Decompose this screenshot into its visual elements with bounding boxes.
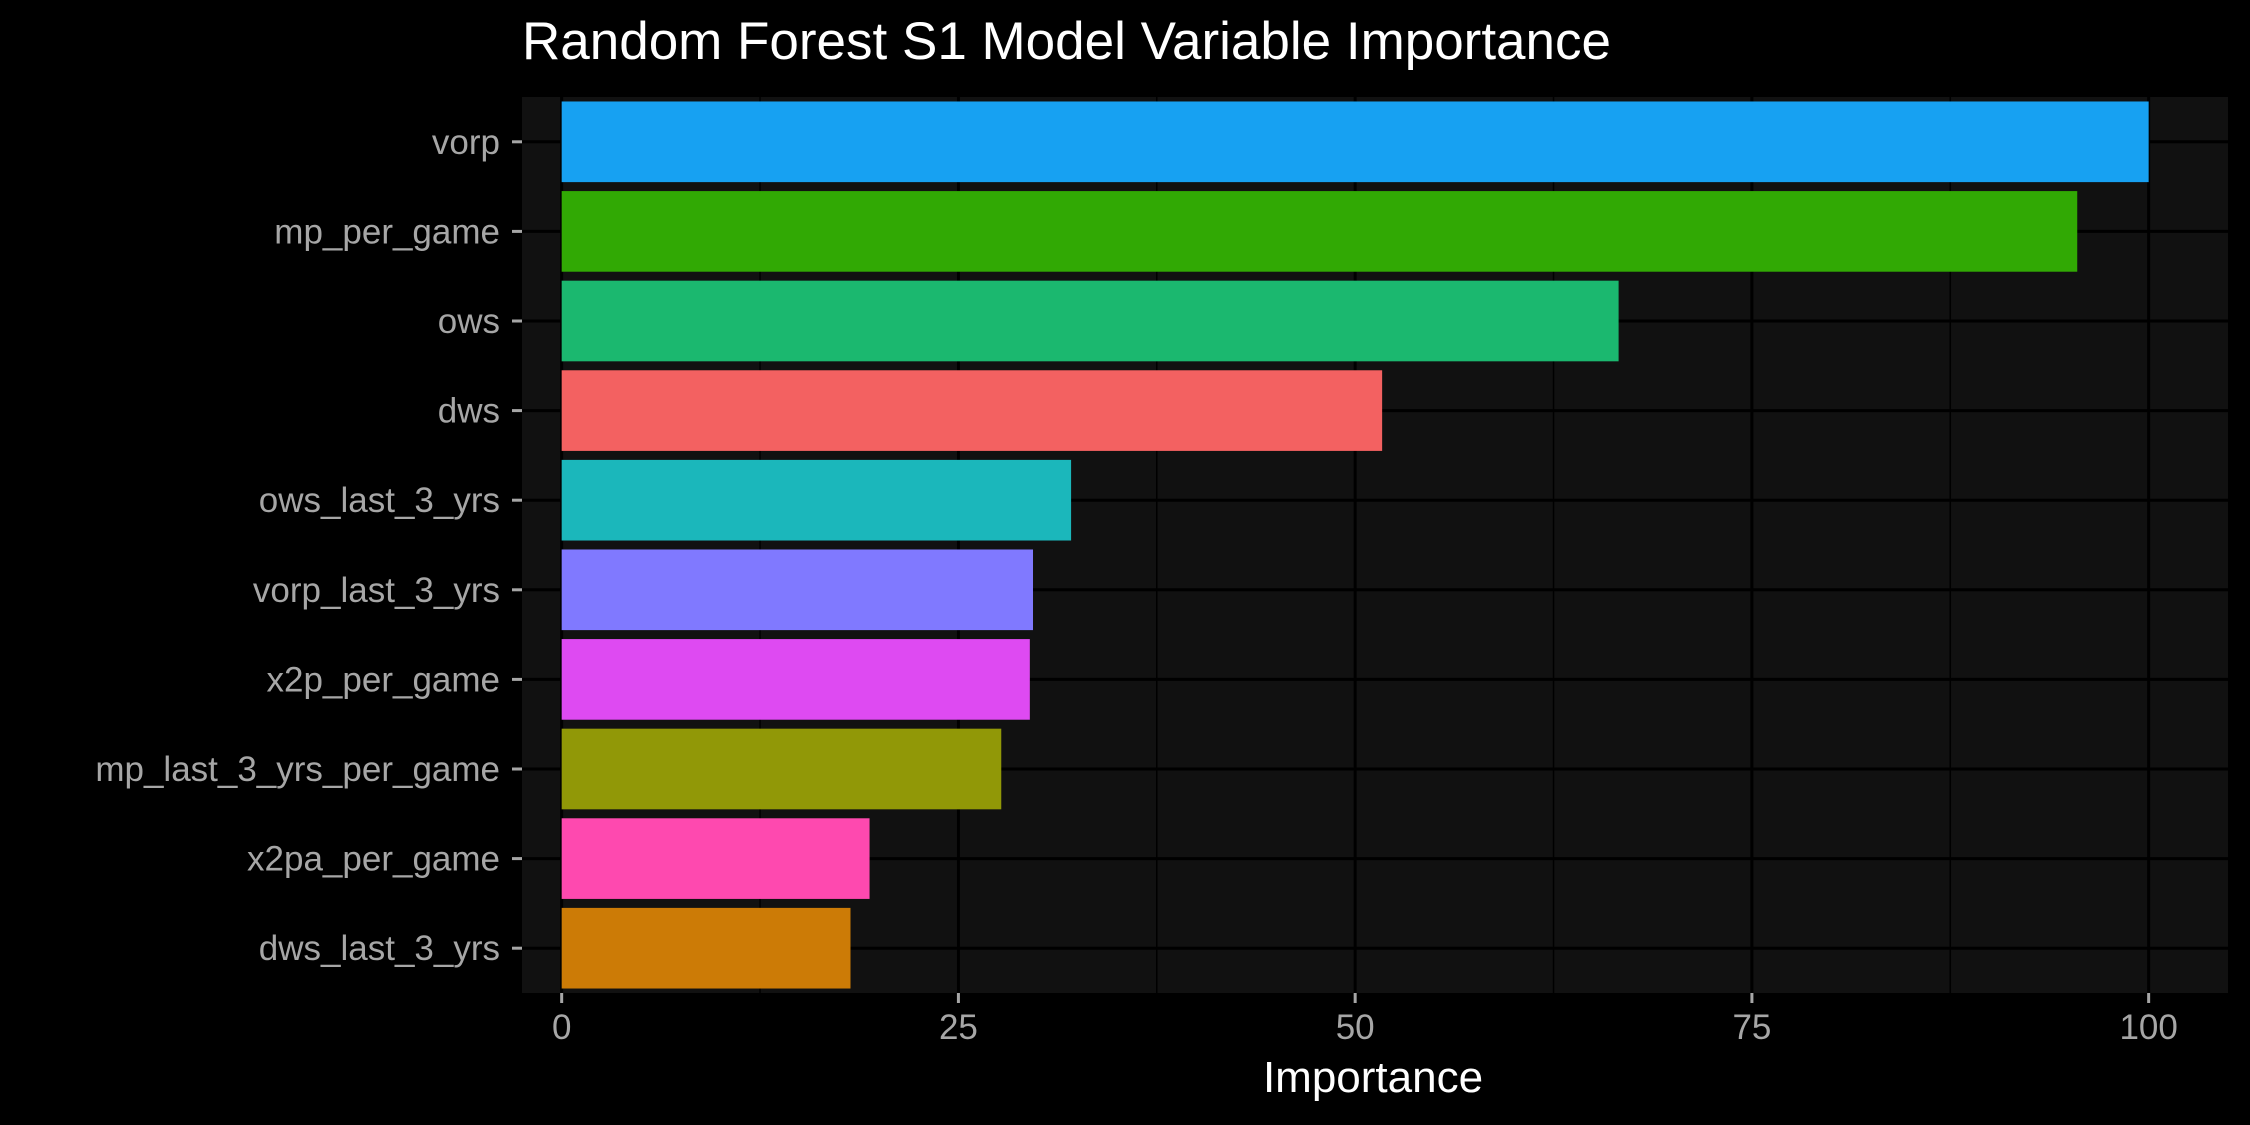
x-tick-label: 50 bbox=[1336, 1008, 1375, 1047]
y-tick-label: ows bbox=[438, 302, 500, 341]
bar-mp-per-game bbox=[561, 191, 2078, 272]
bar-vorp bbox=[561, 101, 2149, 183]
bar-ows-last-3-yrs bbox=[561, 459, 1072, 541]
y-tick-label: x2pa_per_game bbox=[247, 840, 500, 879]
y-tick-label: dws bbox=[438, 392, 500, 431]
bars bbox=[561, 101, 2149, 989]
y-tick-label: x2p_per_game bbox=[267, 660, 501, 699]
x-tick-label: 0 bbox=[552, 1008, 571, 1047]
y-tick-label: mp_last_3_yrs_per_game bbox=[95, 750, 500, 789]
y-tick-label: vorp_last_3_yrs bbox=[253, 571, 500, 610]
x-tick-label: 75 bbox=[1732, 1008, 1771, 1047]
bar-dws-last-3-yrs bbox=[561, 907, 851, 989]
bar-vorp-last-3-yrs bbox=[561, 549, 1034, 631]
bar-x2p-per-game bbox=[561, 639, 1030, 720]
bar-ows bbox=[561, 280, 1619, 362]
y-tick-label: mp_per_game bbox=[274, 212, 500, 251]
chart-title: Random Forest S1 Model Variable Importan… bbox=[522, 12, 1611, 71]
x-tick-label: 25 bbox=[939, 1008, 978, 1047]
y-tick-label: ows_last_3_yrs bbox=[259, 481, 500, 520]
bar-x2pa-per-game bbox=[561, 818, 870, 899]
bar-mp-last-3-yrs-per-game bbox=[561, 728, 1002, 810]
y-tick-label: vorp bbox=[432, 123, 500, 162]
x-axis-title: Importance bbox=[1263, 1053, 1483, 1102]
x-tick-label: 100 bbox=[2119, 1008, 2177, 1047]
x-axis: 0 25 50 75 100 bbox=[552, 993, 2178, 1047]
bar-dws bbox=[561, 370, 1383, 451]
y-tick-label: dws_last_3_yrs bbox=[259, 929, 500, 968]
